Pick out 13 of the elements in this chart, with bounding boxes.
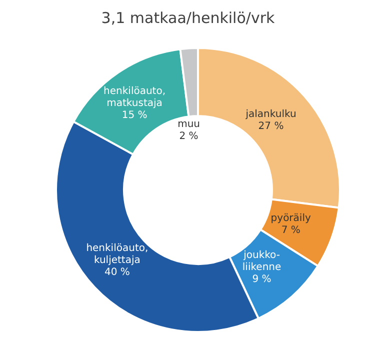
slice-label: jalankulku <box>244 108 296 120</box>
data-label: 9 % <box>252 274 272 285</box>
data-label: 27 % <box>258 120 284 132</box>
data-label: 2 % <box>179 130 198 142</box>
slice-label: henkilöauto, kuljettaja <box>86 242 148 266</box>
data-label: 15 % <box>122 109 148 120</box>
data-label: 40 % <box>104 266 130 278</box>
slice-label: muu <box>178 118 200 130</box>
slice-label: henkilöauto, matkustaja <box>104 85 166 108</box>
slice-label: joukko-liikenne <box>242 250 282 273</box>
data-label: 7 % <box>281 224 300 236</box>
slice-label: pyöräily <box>270 212 311 224</box>
chart-title: 3,1 matkaa/henkilö/vrk <box>100 8 276 28</box>
